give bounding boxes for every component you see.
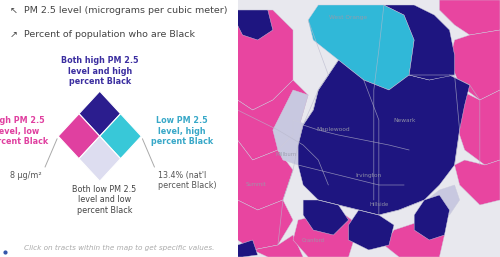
Text: ↗  Percent of population who are Black: ↗ Percent of population who are Black: [10, 30, 194, 39]
Polygon shape: [100, 114, 141, 159]
Polygon shape: [238, 10, 273, 40]
Polygon shape: [293, 210, 358, 257]
Polygon shape: [308, 5, 414, 90]
Polygon shape: [238, 200, 293, 250]
Text: Click on tracts within the map to get specific values.: Click on tracts within the map to get sp…: [24, 244, 214, 251]
Text: ↖  PM 2.5 level (micrograms per cubic meter): ↖ PM 2.5 level (micrograms per cubic met…: [10, 6, 227, 15]
Polygon shape: [384, 220, 444, 257]
Polygon shape: [58, 114, 100, 159]
Polygon shape: [303, 200, 348, 235]
Polygon shape: [238, 140, 293, 210]
Polygon shape: [379, 130, 404, 158]
Polygon shape: [238, 10, 293, 110]
Polygon shape: [440, 0, 500, 35]
Polygon shape: [238, 80, 308, 160]
Text: Cranford: Cranford: [302, 237, 324, 243]
Text: Low PM 2.5
level, high
percent Black: Low PM 2.5 level, high percent Black: [151, 116, 213, 146]
Polygon shape: [278, 120, 313, 165]
Polygon shape: [273, 90, 308, 150]
Polygon shape: [454, 90, 500, 165]
Polygon shape: [298, 60, 470, 215]
Text: High PM 2.5
level, low
percent Black: High PM 2.5 level, low percent Black: [0, 116, 48, 146]
Polygon shape: [79, 91, 120, 136]
Polygon shape: [414, 195, 450, 240]
Polygon shape: [454, 160, 500, 205]
Text: Summit: Summit: [245, 182, 266, 188]
Text: Newark: Newark: [393, 117, 415, 123]
Text: 8 μg/m²: 8 μg/m²: [10, 171, 42, 180]
Text: Millburn: Millburn: [276, 152, 296, 158]
Polygon shape: [384, 5, 454, 80]
Polygon shape: [238, 240, 258, 257]
Text: Hillside: Hillside: [369, 203, 388, 207]
Text: Both low PM 2.5
level and low
percent Black: Both low PM 2.5 level and low percent Bl…: [72, 185, 136, 215]
Polygon shape: [430, 185, 460, 215]
Text: Irvington: Irvington: [356, 172, 382, 178]
Polygon shape: [450, 30, 500, 100]
Polygon shape: [252, 235, 303, 257]
Text: Both high PM 2.5
level and high
percent Black: Both high PM 2.5 level and high percent …: [61, 56, 138, 86]
Polygon shape: [364, 155, 389, 175]
Polygon shape: [348, 210, 394, 250]
Text: Maplewood: Maplewood: [316, 127, 350, 133]
Text: 13.4% (nat'l
percent Black): 13.4% (nat'l percent Black): [158, 171, 216, 190]
Polygon shape: [238, 0, 500, 257]
Text: West Orange: West Orange: [330, 15, 368, 21]
Polygon shape: [79, 136, 120, 181]
